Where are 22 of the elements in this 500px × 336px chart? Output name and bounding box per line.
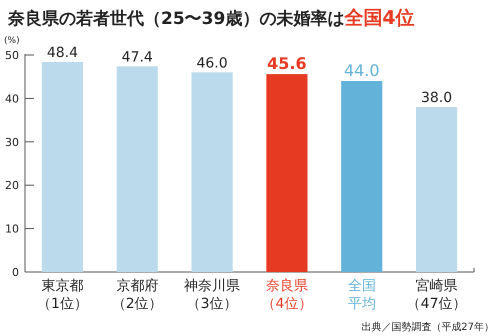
y-tick-label: 40 xyxy=(5,92,19,106)
y-tick-label: 10 xyxy=(5,222,19,236)
x-tick-label: 全国平均 xyxy=(348,278,376,312)
x-tick-label: 宮崎県（47位） xyxy=(406,278,466,312)
text: 全国4位 xyxy=(343,7,415,29)
chart-title: 奈良県の若者世代（25〜39歳）の未婚率は xyxy=(7,9,344,29)
source-note: 出典／国勢調査（平成27年） xyxy=(361,321,494,333)
x-tick-label: 奈良県（4位） xyxy=(261,278,312,312)
data-label: 47.4 xyxy=(122,49,153,66)
y-tick-label: 0 xyxy=(12,266,19,279)
y-axis-title: (%) xyxy=(4,36,20,46)
data-label: 45.6 xyxy=(267,54,307,74)
x-tick-label: 神奈川県（3位） xyxy=(184,278,240,312)
y-tick-label: 20 xyxy=(5,179,19,192)
y-tick-label: 30 xyxy=(5,136,19,149)
data-label: 46.0 xyxy=(196,55,228,72)
x-tick-label: 東京都（1位） xyxy=(36,278,88,312)
y-tick-label: 50 xyxy=(5,49,19,62)
data-label: 44.0 xyxy=(344,61,380,80)
data-label: 48.4 xyxy=(46,44,78,61)
x-tick-label: 京都府（2位） xyxy=(112,278,163,312)
data-label: 38.0 xyxy=(420,90,452,106)
